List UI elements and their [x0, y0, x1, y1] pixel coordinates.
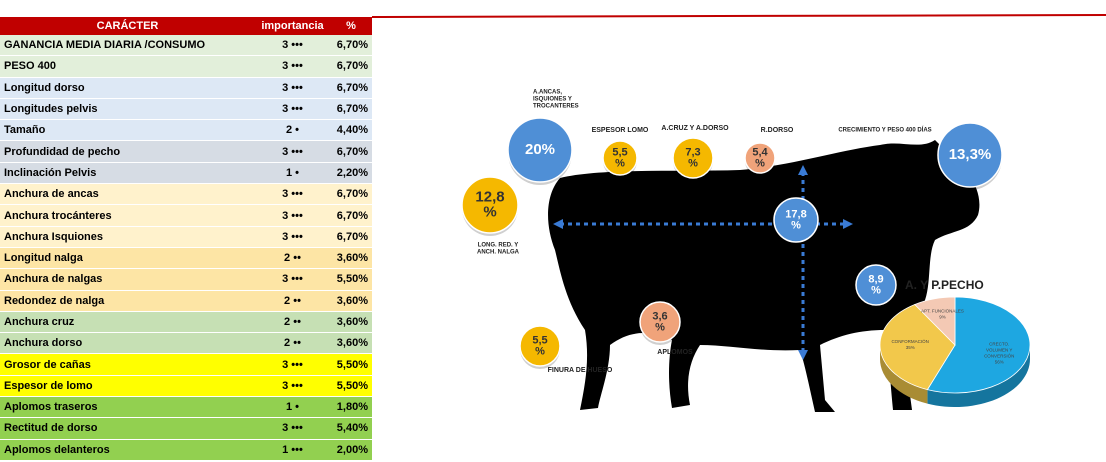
label: VOLUMEN Y: [986, 348, 1012, 353]
diagram: 20%A.ANCAS,ISQUIONES YTROCANTERES5,5%ESP…: [0, 0, 1106, 462]
label: R.DORSO: [761, 127, 794, 134]
label: %: [655, 321, 665, 333]
label: 35%: [906, 345, 915, 350]
label: 9%: [939, 315, 946, 320]
label: CONFORMACIÓN: [891, 338, 929, 344]
label: ANCH. NALGA: [477, 250, 520, 256]
label: %: [615, 157, 625, 169]
label: %: [535, 345, 545, 357]
label: ISQUIONES Y: [533, 97, 572, 103]
label: A.ANCAS,: [533, 90, 562, 96]
label: APT. FUNCIONALES: [921, 309, 964, 314]
page: CARÁCTER importancia % GANANCIA MEDIA DI…: [0, 0, 1106, 462]
label: %: [871, 284, 881, 296]
label: %: [755, 157, 765, 169]
label: TROCANTERES: [533, 104, 579, 110]
label: %: [483, 203, 496, 220]
top-rule: [372, 15, 1106, 17]
label: LONG. RED. Y: [478, 243, 519, 249]
label: FINURA DE HUESO: [548, 367, 613, 374]
label: CONVERSIÓN: [984, 353, 1014, 359]
label: 20%: [525, 141, 555, 158]
label: CRECIMIENTO Y PESO 400 DÍAS: [838, 126, 931, 134]
label: 56%: [995, 360, 1004, 365]
label: CRECTO.: [989, 342, 1009, 347]
label: 13,3%: [949, 146, 992, 163]
label: %: [688, 157, 698, 169]
label: A. Y P.PECHO: [905, 278, 984, 292]
label: APLOMOS: [657, 349, 693, 356]
label: A.CRUZ Y A.DORSO: [661, 125, 729, 132]
label: %: [791, 219, 801, 231]
label: ESPESOR LOMO: [592, 127, 649, 134]
